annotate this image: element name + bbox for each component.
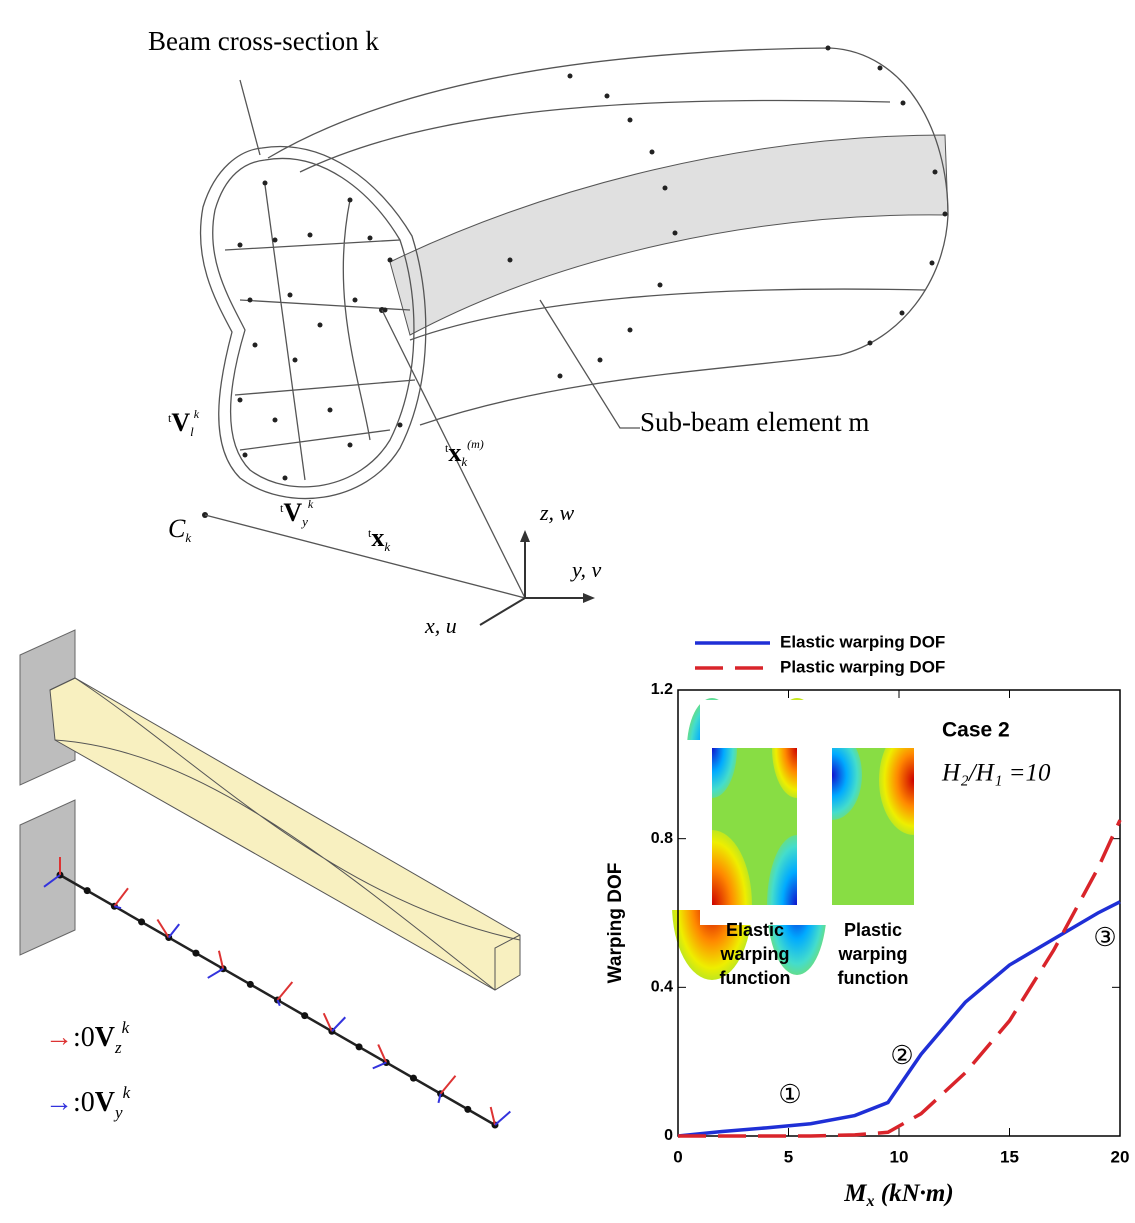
node	[192, 950, 199, 957]
vector	[169, 924, 179, 937]
annotation: ③	[1093, 923, 1116, 952]
y-axis-label: Warping DOF	[605, 863, 626, 984]
symbol-sub: k	[185, 530, 191, 545]
symbol-sup: (m)	[467, 437, 484, 451]
vector	[495, 1112, 510, 1125]
vector	[114, 888, 128, 906]
node	[84, 887, 91, 894]
symbol: tVlk	[168, 407, 200, 439]
symbol-sub: k	[461, 454, 467, 469]
inset-label: warping	[837, 944, 907, 964]
symbol-sub: k	[384, 539, 390, 554]
symbol-sub: y	[300, 514, 308, 529]
twisted-beam	[20, 630, 520, 1129]
symbol: Ck	[168, 514, 191, 545]
figure: Beam cross-section k Sub-beam element m …	[0, 0, 1135, 1218]
y-tick-label: 1.2	[651, 681, 673, 698]
x-label-rest: (kN·m)	[875, 1180, 954, 1207]
legend-label: Plastic warping DOF	[780, 657, 945, 676]
symbol-sup: k	[194, 407, 200, 421]
annotation: H₂/H₁ =10	[941, 760, 1051, 787]
symbol-base: V	[171, 408, 190, 437]
legend-label: Elastic warping DOF	[780, 632, 945, 651]
x-tick-label: 20	[1111, 1147, 1130, 1166]
node	[356, 1043, 363, 1050]
inset-label: warping	[719, 944, 789, 964]
sub-beam-label: Sub-beam element m	[640, 407, 869, 437]
inset-label: Plastic	[844, 920, 902, 940]
annotation: ②	[890, 1041, 913, 1070]
annotation: ①	[778, 1080, 801, 1109]
symbol-base: C	[168, 514, 186, 543]
axis-label: y, v	[570, 557, 602, 582]
symbol: txk(m)	[445, 437, 484, 469]
y-tick-label: 0	[664, 1127, 673, 1144]
symbol-sup: k	[308, 497, 314, 511]
inset-label: Elastic	[726, 920, 784, 940]
cross-section-label: Beam cross-section k	[148, 26, 379, 56]
vector	[373, 1063, 387, 1069]
vector	[278, 982, 293, 1000]
beam-diagram: Beam cross-section k Sub-beam element m …	[148, 26, 948, 638]
vector	[332, 1017, 345, 1031]
node	[301, 1012, 308, 1019]
vector	[208, 969, 223, 978]
node	[410, 1075, 417, 1082]
x-label-sub: x	[866, 1193, 875, 1210]
y-tick-label: 0.4	[651, 979, 673, 996]
x-tick-label: 0	[673, 1147, 682, 1166]
symbol-sub: l	[190, 424, 194, 439]
vector-legend: →:0Vzk	[45, 1018, 130, 1057]
axis-label: x, u	[424, 613, 457, 638]
inset-label: function	[838, 968, 909, 988]
x-label-base: M	[843, 1180, 867, 1207]
annotation: Case 2	[942, 719, 1010, 742]
vector	[441, 1076, 456, 1094]
node	[464, 1106, 471, 1113]
x-axis-label: Mx (kN·m)	[843, 1180, 953, 1210]
symbol-base: x	[448, 438, 461, 467]
vector-legend: →:0Vyk	[45, 1083, 131, 1122]
symbol-base: x	[371, 523, 384, 552]
axis-label: z, w	[539, 500, 575, 525]
x-tick-label: 5	[784, 1147, 793, 1166]
symbol: tVyk	[280, 497, 314, 529]
symbol: txk	[368, 523, 390, 554]
node	[247, 981, 254, 988]
inset-label: function	[720, 968, 791, 988]
symbol-base: V	[283, 498, 302, 527]
x-tick-label: 10	[890, 1147, 909, 1166]
y-tick-label: 0.8	[651, 830, 673, 847]
x-tick-label: 15	[1000, 1147, 1019, 1166]
node	[138, 918, 145, 925]
